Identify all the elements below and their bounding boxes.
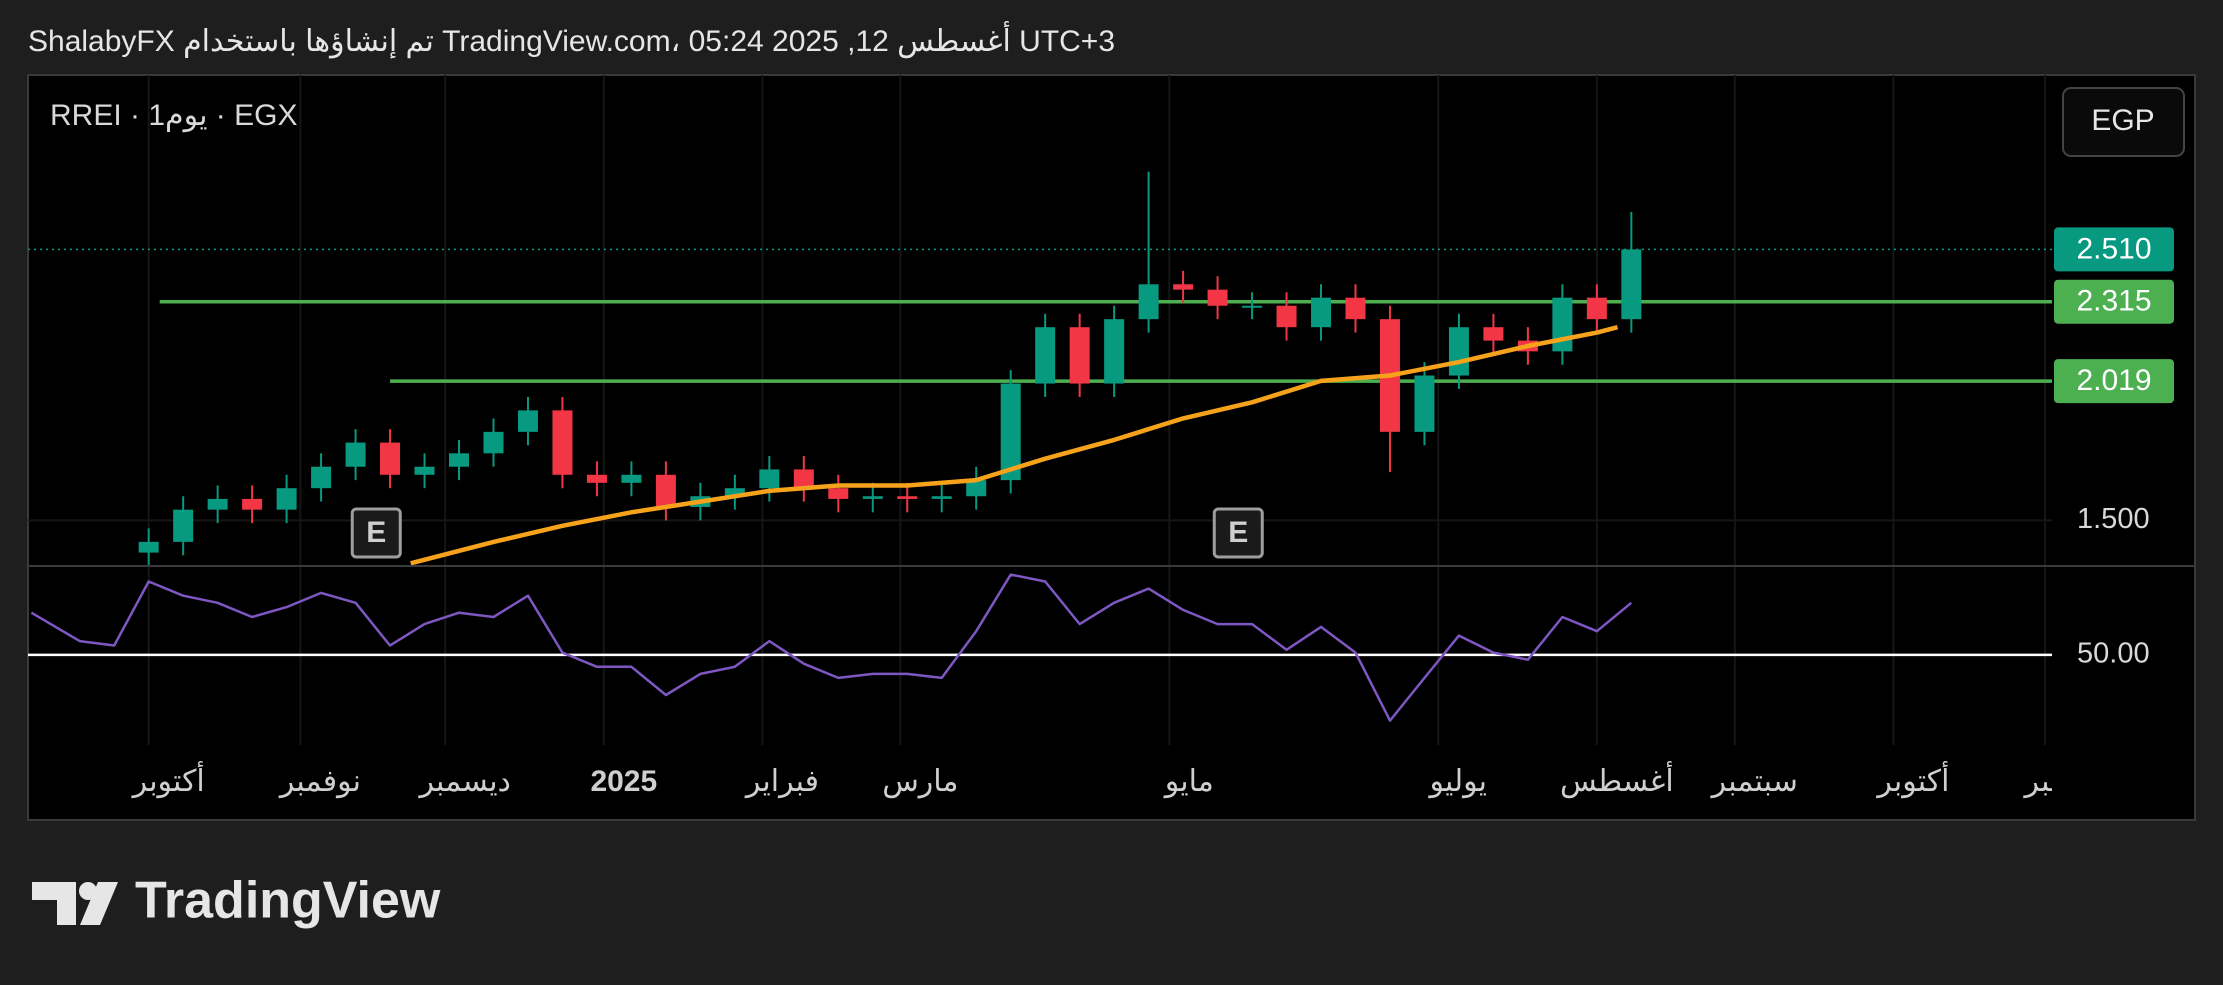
candle-body bbox=[724, 488, 745, 497]
time-axis: أكتوبر نوفمبر ديسمبر 2025 فبراير مارس مايو يولي… bbox=[131, 760, 2106, 798]
candle-body bbox=[862, 496, 883, 499]
candle-body bbox=[759, 469, 780, 489]
candle-body bbox=[1242, 305, 1263, 308]
candle-body bbox=[897, 496, 918, 499]
x-tick-label: ديسمبر bbox=[418, 765, 511, 798]
price-badge-label: 2.315 bbox=[2076, 285, 2151, 318]
price-scale: 1.500 50.00 2.315 2.019 2.510 bbox=[2054, 227, 2174, 670]
earnings-marker bbox=[350, 507, 402, 559]
candle-body bbox=[1000, 383, 1021, 481]
header: ShalabyFX تم إنشاؤها باستخدام TradingVie… bbox=[28, 20, 1115, 59]
candle-body bbox=[138, 541, 159, 553]
grid bbox=[28, 75, 2052, 745]
currency-button-label[interactable]: EGP bbox=[2091, 104, 2154, 137]
candle-body bbox=[380, 442, 401, 475]
price-badge-label: 2.510 bbox=[2076, 232, 2151, 265]
x-tick-label: فبراير bbox=[744, 765, 819, 798]
candle-body bbox=[276, 488, 297, 510]
y-tick-label: 1.500 bbox=[2077, 503, 2150, 535]
candle-body bbox=[414, 466, 435, 475]
symbol-label: RREI · 1يوم · EGX bbox=[50, 99, 297, 132]
candle-body bbox=[345, 442, 366, 467]
rsi-line bbox=[30, 573, 1633, 722]
x-tick-label: أغسطس bbox=[1560, 760, 1674, 798]
candle-body bbox=[1104, 319, 1125, 384]
x-tick-label: أكتوبر bbox=[131, 760, 205, 798]
price-badge bbox=[2054, 359, 2174, 404]
candle-body bbox=[517, 410, 538, 432]
candle-body bbox=[1311, 297, 1332, 328]
x-tick-label: نوفمبر bbox=[2023, 765, 2106, 798]
rsi-pane bbox=[28, 573, 2052, 722]
candle-body bbox=[242, 498, 263, 510]
moving-average-line bbox=[410, 325, 1619, 566]
currency-button[interactable] bbox=[2062, 87, 2185, 157]
candle-body bbox=[1035, 327, 1056, 384]
candle-body bbox=[1138, 284, 1159, 320]
price-badge bbox=[2054, 279, 2174, 324]
candle-body bbox=[1483, 327, 1504, 341]
candle-body bbox=[311, 466, 332, 489]
candle-body bbox=[1448, 327, 1469, 376]
candle-body bbox=[207, 498, 228, 510]
price-badge-label: 2.019 bbox=[2076, 364, 2151, 397]
candle-body bbox=[1621, 249, 1642, 320]
candle-body bbox=[552, 410, 573, 475]
candle-body bbox=[1276, 305, 1297, 328]
x-tick-label: مايو bbox=[1163, 765, 1214, 798]
rsi-tick-label: 50.00 bbox=[2077, 638, 2150, 670]
candle-body bbox=[1414, 375, 1435, 432]
candle-body bbox=[1552, 297, 1573, 352]
candle-body bbox=[931, 496, 952, 499]
candle-body bbox=[586, 474, 607, 483]
candle-body bbox=[449, 453, 470, 467]
candle-body bbox=[1586, 297, 1607, 320]
candle-body bbox=[1207, 289, 1228, 306]
candle-body bbox=[1173, 284, 1194, 290]
candle-body bbox=[793, 469, 814, 489]
candle-body bbox=[483, 431, 504, 454]
candle-body bbox=[828, 488, 849, 499]
x-tick-label: أكتوبر bbox=[1875, 760, 1949, 798]
x-tick-label: مارس bbox=[882, 765, 958, 798]
candle-body bbox=[966, 480, 987, 497]
x-tick-label: يوليو bbox=[1427, 765, 1487, 798]
earnings-marker-label: E bbox=[366, 516, 386, 549]
x-tick-label: 2025 bbox=[590, 765, 657, 798]
x-tick-label: سبتمبر bbox=[1710, 765, 1798, 798]
earnings-marker bbox=[1212, 507, 1264, 559]
x-tick-label: نوفمبر bbox=[278, 765, 361, 798]
candle-body bbox=[655, 474, 676, 507]
earnings-marker-label: E bbox=[1228, 516, 1248, 549]
candle-body bbox=[1069, 327, 1090, 384]
brand-logo bbox=[32, 882, 118, 925]
brand-name: TradingView bbox=[135, 872, 441, 930]
candle-body bbox=[1345, 297, 1366, 320]
candle-body bbox=[173, 509, 194, 542]
price-badge bbox=[2054, 227, 2174, 272]
candle-body bbox=[621, 474, 642, 483]
